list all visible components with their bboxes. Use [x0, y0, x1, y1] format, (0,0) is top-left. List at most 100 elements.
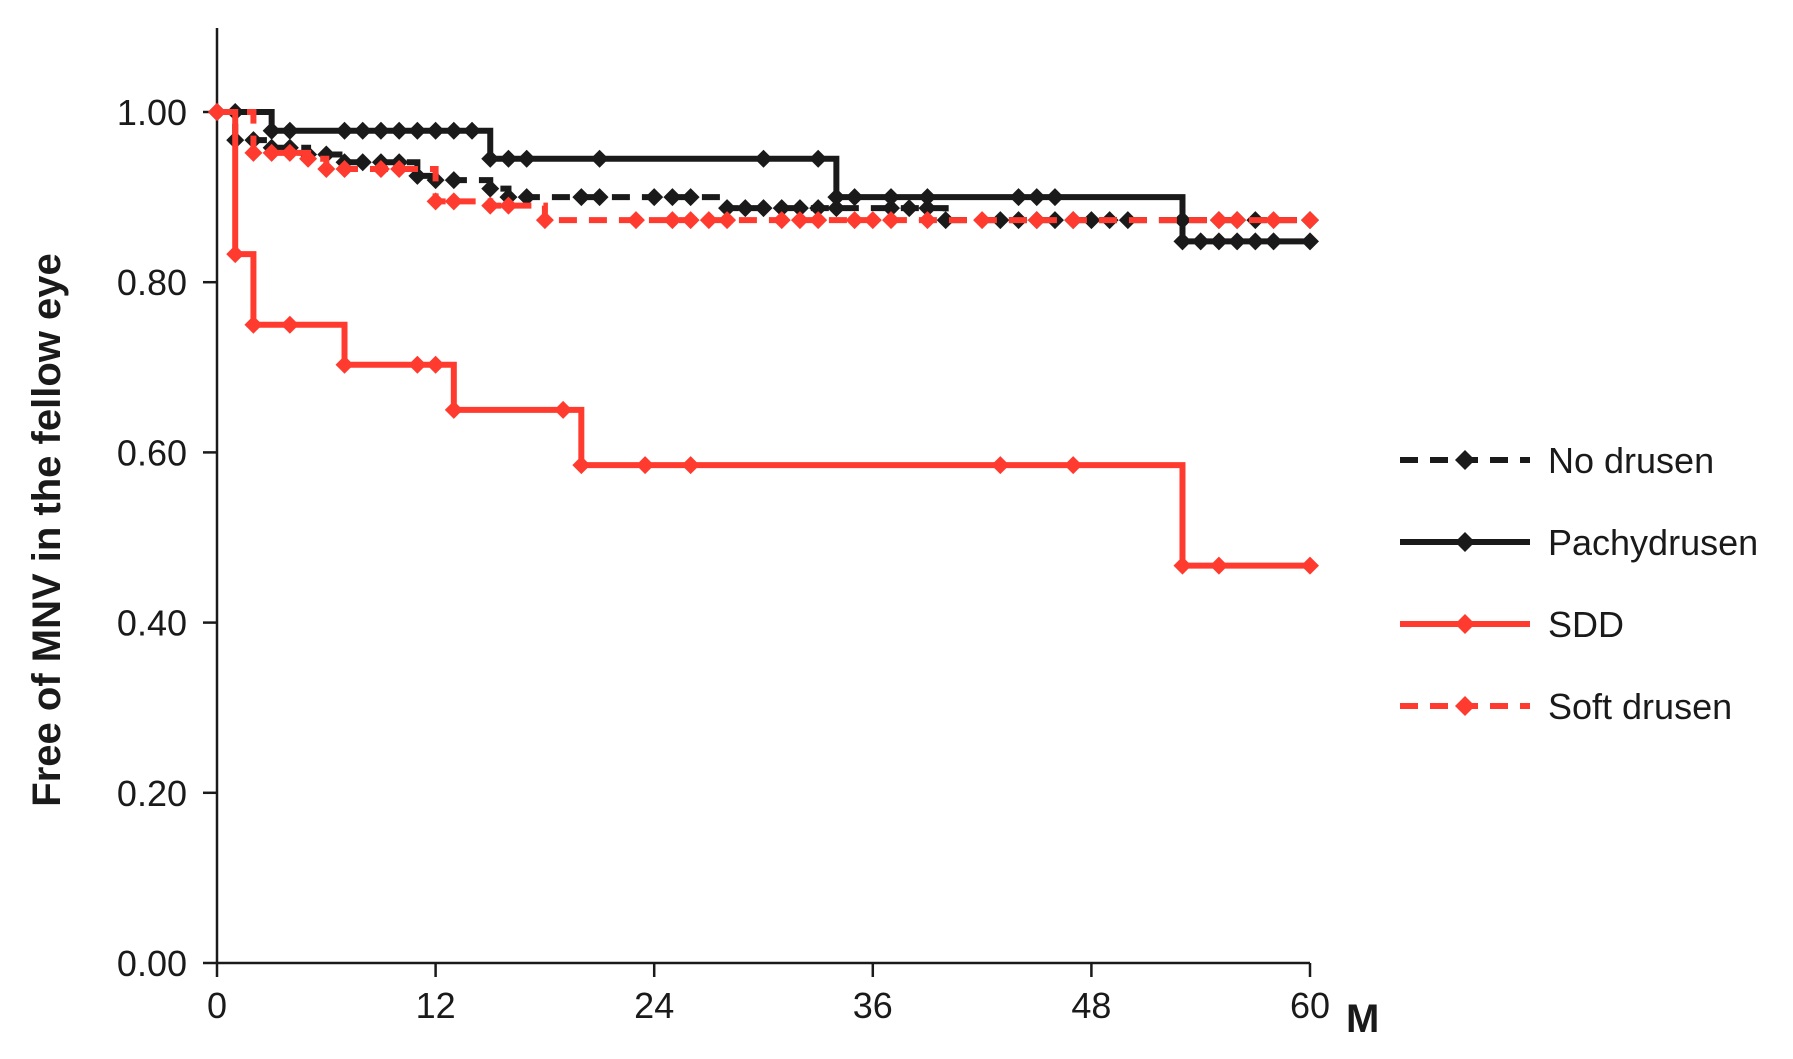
- data-point: [809, 149, 828, 168]
- data-point: [244, 315, 263, 334]
- data-point: [645, 188, 664, 207]
- legend-marker: [1455, 696, 1475, 716]
- data-point: [1027, 188, 1046, 207]
- legend-label: Pachydrusen: [1548, 522, 1758, 563]
- legend-item-sdd: SDD: [1400, 604, 1624, 645]
- legend-label: Soft drusen: [1548, 686, 1732, 727]
- data-point: [718, 199, 737, 218]
- data-point: [827, 199, 846, 218]
- data-point: [681, 456, 700, 475]
- legend-label: SDD: [1548, 604, 1624, 645]
- data-point: [827, 188, 846, 207]
- data-point: [1082, 211, 1101, 230]
- legend-marker: [1455, 532, 1475, 552]
- data-point: [772, 211, 791, 230]
- data-point: [335, 160, 354, 179]
- data-point: [900, 199, 919, 218]
- legend-marker: [1455, 614, 1475, 634]
- data-point: [317, 160, 336, 179]
- data-point: [991, 456, 1010, 475]
- data-point: [280, 315, 299, 334]
- data-point: [1173, 232, 1192, 251]
- data-point: [718, 211, 737, 230]
- data-point: [809, 199, 828, 218]
- data-point: [809, 211, 828, 230]
- y-tick-label: 0.80: [117, 262, 187, 303]
- data-point: [973, 211, 992, 230]
- series-sdd: [208, 103, 1319, 575]
- data-point: [499, 196, 518, 215]
- data-point: [991, 211, 1010, 230]
- data-point: [1246, 232, 1265, 251]
- data-point: [499, 149, 518, 168]
- data-point: [754, 149, 773, 168]
- y-tick-label: 1.00: [117, 92, 187, 133]
- axes: 0.00 0.20 0.40 0.60 0.80 1.00 0 12 24 36 48 60: [117, 28, 1330, 1026]
- data-point: [663, 188, 682, 207]
- data-point: [444, 192, 463, 211]
- x-tick-label: 48: [1071, 985, 1111, 1026]
- data-point: [426, 192, 445, 211]
- series-soft-drusen: [208, 103, 1319, 230]
- legend-item-no-drusen: No drusen: [1400, 440, 1714, 481]
- data-point: [1064, 211, 1083, 230]
- data-point: [226, 245, 245, 264]
- data-point: [280, 121, 299, 140]
- data-point: [636, 456, 655, 475]
- data-point: [772, 199, 791, 218]
- data-point: [863, 211, 882, 230]
- data-point: [590, 149, 609, 168]
- data-point: [1045, 188, 1064, 207]
- data-point: [936, 211, 955, 230]
- data-point: [882, 199, 901, 218]
- data-point: [1301, 211, 1319, 230]
- data-point: [335, 355, 354, 374]
- data-point: [262, 143, 281, 162]
- data-point: [1009, 188, 1028, 207]
- data-point: [208, 103, 226, 121]
- data-point: [1064, 456, 1083, 475]
- data-point: [1209, 556, 1228, 575]
- data-point: [1209, 211, 1228, 230]
- data-point: [1027, 211, 1046, 230]
- data-point: [1118, 211, 1137, 230]
- data-point: [481, 179, 500, 198]
- data-point: [444, 400, 463, 419]
- x-tick-label: 60: [1290, 985, 1330, 1026]
- y-tick-label: 0.20: [117, 773, 187, 814]
- y-tick-label: 0.60: [117, 432, 187, 473]
- data-point: [426, 121, 445, 140]
- data-point: [262, 121, 281, 140]
- data-point: [572, 456, 591, 475]
- data-point: [444, 121, 463, 140]
- x-tick-label: 12: [416, 985, 456, 1026]
- data-point: [244, 143, 263, 162]
- data-point: [371, 121, 390, 140]
- data-point: [845, 188, 864, 207]
- x-tick-label: 36: [853, 985, 893, 1026]
- data-point: [426, 355, 445, 374]
- data-point: [1173, 556, 1192, 575]
- data-point: [918, 211, 937, 230]
- legend-item-pachydrusen: Pachydrusen: [1400, 522, 1758, 563]
- data-point: [335, 121, 354, 140]
- data-point: [845, 211, 864, 230]
- data-point: [353, 153, 372, 172]
- data-point: [626, 211, 645, 230]
- data-point: [663, 211, 682, 230]
- data-point: [918, 199, 937, 218]
- data-point: [1228, 232, 1247, 251]
- data-point: [1228, 211, 1247, 230]
- data-point: [1301, 232, 1319, 251]
- data-point: [554, 400, 573, 419]
- series-pachydrusen: [208, 103, 1319, 251]
- x-tick-label: 0: [207, 985, 227, 1026]
- y-axis-title: Free of MNV in the fellow eye: [25, 253, 69, 806]
- series-line-sdd: [217, 109, 1310, 569]
- data-point: [535, 211, 554, 230]
- legend-marker: [1455, 450, 1475, 470]
- data-point: [882, 211, 901, 230]
- data-point: [1264, 232, 1283, 251]
- y-tick-label: 0.40: [117, 603, 187, 644]
